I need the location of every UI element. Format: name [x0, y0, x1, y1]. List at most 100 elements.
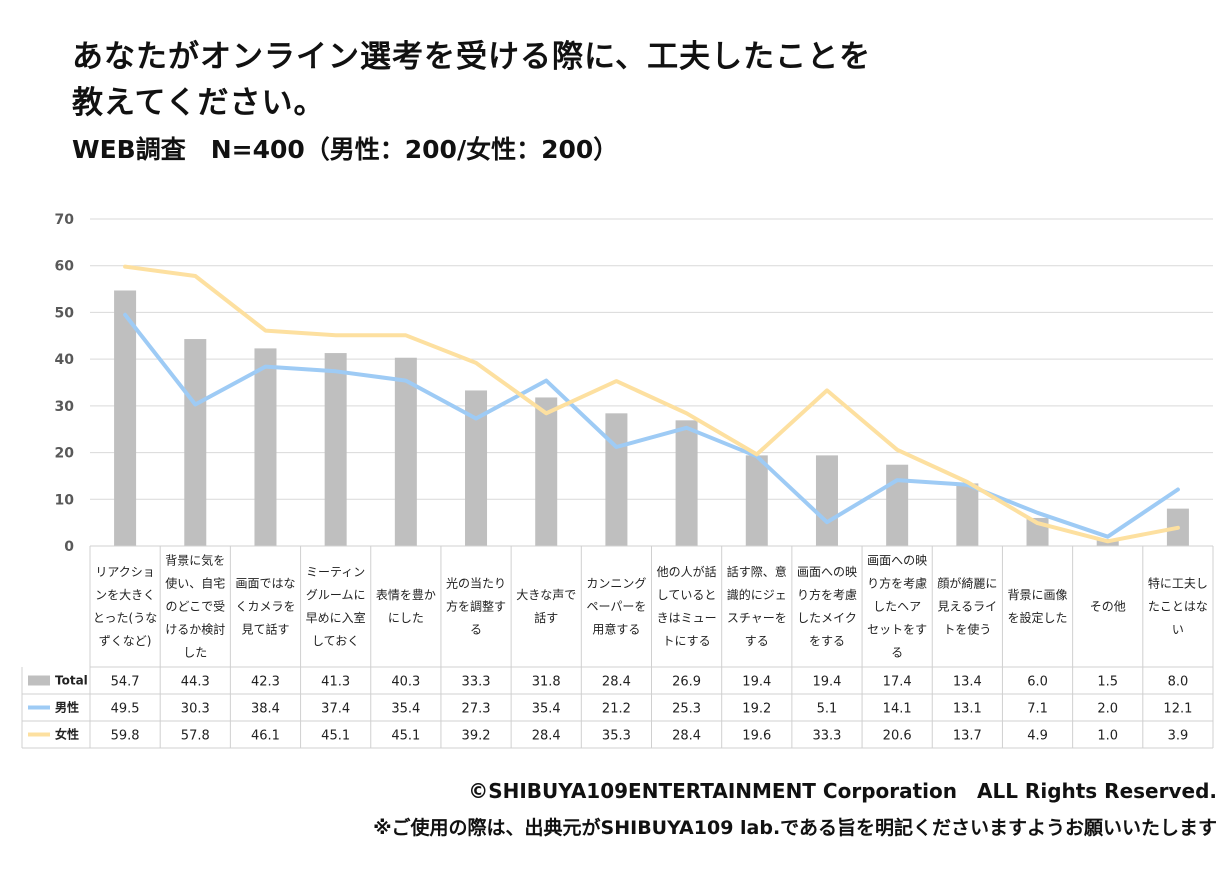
category-label: した — [183, 646, 207, 660]
bar-total — [675, 420, 698, 546]
category-label: とった(うな — [93, 611, 157, 625]
table-value: 1.5 — [1097, 675, 1118, 690]
category-label: 使い、自宅 — [165, 576, 225, 591]
table-value: 41.3 — [321, 675, 350, 690]
table-value: 28.4 — [532, 729, 561, 744]
table-value: 35.4 — [391, 702, 420, 717]
y-tick-label: 40 — [55, 352, 75, 368]
bar-total — [184, 339, 207, 546]
category-label: したメイク — [797, 611, 857, 625]
table-value: 57.8 — [181, 729, 210, 744]
category-label: トを使う — [943, 622, 991, 637]
table-value: 13.7 — [953, 729, 982, 744]
category-label: 大きな声で — [516, 588, 576, 602]
category-label: のどこで受 — [165, 600, 225, 614]
y-tick-label: 10 — [55, 492, 75, 508]
bar-total — [815, 455, 838, 546]
y-tick-label: 50 — [55, 305, 75, 321]
category-label: 画面への映 — [797, 565, 857, 579]
category-label: ミーティン — [306, 565, 365, 579]
y-tick-label: 0 — [64, 539, 74, 555]
category-label: ずくなど) — [99, 634, 152, 648]
table-value: 25.3 — [672, 702, 701, 717]
category-label: 背景に画像 — [1008, 588, 1068, 602]
category-label: たことはな — [1148, 600, 1208, 614]
table-value: 20.6 — [883, 729, 912, 744]
table-value: 33.3 — [462, 675, 491, 690]
category-label: 特に工夫し — [1148, 576, 1208, 591]
usage-notice: ※ご使用の際は、出典元がSHIBUYA109 lab.である旨を明記くださいます… — [373, 817, 1217, 839]
chart-title-line1: あなたがオンライン選考を受ける際に、工夫したことを — [72, 39, 872, 75]
table-value: 40.3 — [391, 675, 420, 690]
table-value: 59.8 — [111, 729, 140, 744]
bar-total — [886, 464, 909, 546]
legend-label: Total — [55, 674, 88, 688]
category-label: ペーパーを — [586, 600, 646, 614]
table-value: 12.1 — [1163, 702, 1192, 717]
category-label: 識的にジェ — [727, 587, 787, 602]
bar-total — [465, 390, 488, 546]
bar-total — [324, 353, 347, 546]
legend-label: 男性 — [55, 700, 79, 715]
table-value: 35.4 — [532, 702, 561, 717]
table-value: 31.8 — [532, 675, 561, 690]
category-label: 話す際、意 — [727, 564, 787, 579]
table-value: 46.1 — [251, 729, 280, 744]
table-value: 19.4 — [812, 675, 841, 690]
table-value: 14.1 — [883, 702, 912, 717]
table-value: 4.9 — [1027, 729, 1048, 744]
bar-total — [535, 397, 558, 546]
category-label: を設定した — [1008, 610, 1068, 625]
category-label: 用意する — [592, 622, 640, 637]
table-value: 19.2 — [742, 702, 771, 717]
legend-label: 女性 — [55, 727, 79, 742]
category-label: グルームに — [306, 588, 366, 602]
y-tick-label: 20 — [55, 446, 75, 462]
category-label: り方を考慮 — [867, 576, 927, 591]
table-value: 5.1 — [817, 702, 838, 717]
bar-total — [605, 413, 628, 546]
table-value: 44.3 — [181, 675, 210, 690]
line-male — [123, 312, 1180, 539]
line-female — [123, 264, 1180, 544]
category-label: ンを大きく — [95, 588, 155, 602]
category-label: リアクショ — [95, 565, 154, 579]
category-label: したヘア — [873, 600, 921, 614]
bar-total — [114, 290, 137, 546]
category-label: 背景に気を — [165, 553, 225, 568]
table-value: 30.3 — [181, 702, 210, 717]
table-value: 33.3 — [812, 729, 841, 744]
chart-title: あなたがオンライン選考を受ける際に、工夫したことを 教えてください。 — [72, 34, 871, 126]
table-value: 7.1 — [1027, 702, 1048, 717]
chart-title-line2: 教えてください。 — [72, 85, 326, 121]
category-label: い — [1172, 623, 1184, 637]
category-label: る — [470, 623, 482, 637]
table-value: 1.0 — [1097, 729, 1118, 744]
bar-total — [254, 348, 277, 546]
category-label: していると — [657, 588, 717, 602]
legend-swatch-total — [28, 675, 50, 686]
category-label: くカメラを — [235, 600, 295, 614]
category-label: 話す — [534, 610, 558, 625]
category-label: しておく — [312, 634, 359, 648]
table-value: 54.7 — [111, 675, 140, 690]
category-label: スチャーを — [727, 611, 787, 625]
category-label: にした — [388, 611, 424, 625]
table-value: 37.4 — [321, 702, 350, 717]
y-tick-label: 60 — [55, 259, 75, 275]
table-value: 45.1 — [391, 729, 420, 744]
category-label: り方を考慮 — [797, 587, 857, 602]
table-value: 39.2 — [462, 729, 491, 744]
copyright-text: ©SHIBUYA109ENTERTAINMENT Corporation ALL… — [468, 779, 1217, 803]
category-label: トにする — [663, 634, 711, 648]
table-value: 49.5 — [111, 702, 140, 717]
table-value: 45.1 — [321, 729, 350, 744]
table-value: 19.4 — [742, 675, 771, 690]
category-label: 他の人が話 — [657, 564, 717, 579]
table-value: 13.1 — [953, 702, 982, 717]
category-label: その他 — [1090, 600, 1126, 614]
category-label: をする — [809, 634, 845, 648]
table-value: 42.3 — [251, 675, 280, 690]
category-label: 光の当たり — [446, 577, 506, 591]
